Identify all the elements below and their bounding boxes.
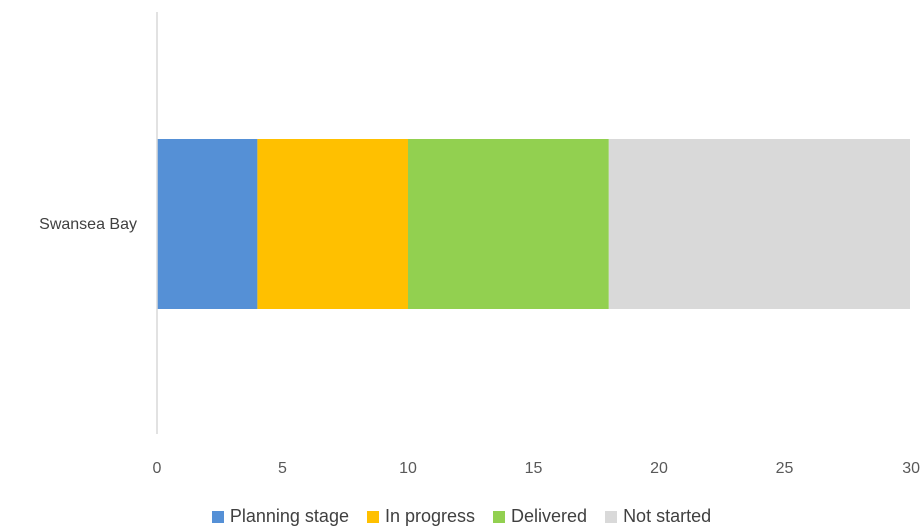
legend-item: Planning stage: [211, 506, 349, 527]
x-tick-label: 0: [153, 460, 162, 477]
legend-label: In progress: [384, 506, 476, 526]
legend-swatch: [605, 510, 618, 523]
x-axis-ticks: 0 5 10 15 20 25 30: [153, 460, 921, 477]
x-tick-label: 25: [776, 460, 794, 477]
legend-item: Delivered: [493, 506, 587, 527]
bar-delivered: [408, 139, 609, 309]
legend-label: Planning stage: [229, 506, 349, 526]
bar-planning-stage: [157, 139, 258, 309]
x-tick-label: 30: [902, 460, 920, 477]
legend-item: In progress: [366, 506, 476, 527]
legend-label: Not started: [623, 506, 712, 526]
legend: Planning stage In progress Delivered Not st…: [0, 506, 923, 527]
legend-swatch: [493, 510, 506, 523]
legend-item: Not started: [605, 506, 711, 527]
x-tick-label: 15: [525, 460, 543, 477]
category-label: Swansea Bay: [39, 216, 137, 233]
legend-swatch: [211, 510, 224, 523]
x-tick-label: 10: [399, 460, 417, 477]
legend-label: Delivered: [511, 506, 588, 526]
legend-swatch: [366, 510, 379, 523]
bar-group: [157, 139, 910, 309]
bar-in-progress: [257, 139, 408, 309]
category-labels: Swansea Bay: [39, 216, 137, 233]
x-tick-label: 5: [278, 460, 287, 477]
bar-not-started: [608, 139, 910, 309]
x-tick-label: 20: [650, 460, 668, 477]
